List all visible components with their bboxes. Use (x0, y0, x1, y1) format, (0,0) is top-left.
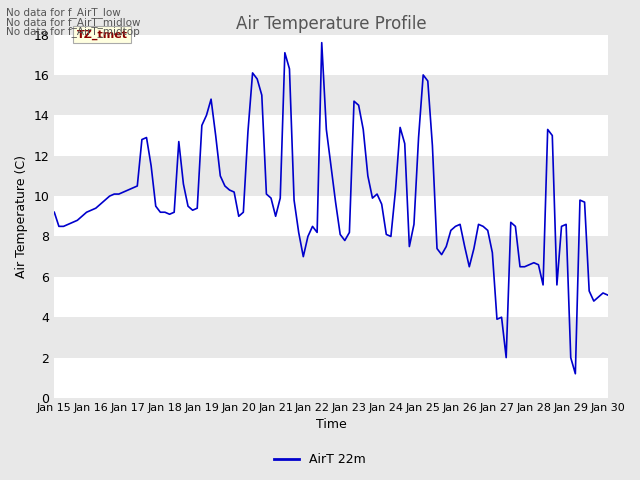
Y-axis label: Air Temperature (C): Air Temperature (C) (15, 155, 28, 278)
Bar (54, 317, 607, 358)
Bar (54, 358, 607, 398)
Bar (54, 277, 607, 317)
Bar (54, 115, 607, 156)
Bar (54, 196, 607, 237)
Legend: AirT 22m: AirT 22m (269, 448, 371, 471)
X-axis label: Time: Time (316, 419, 346, 432)
Text: No data for f_AirT_low: No data for f_AirT_low (6, 7, 121, 18)
Text: No data for f_AirT_midtop: No data for f_AirT_midtop (6, 26, 140, 37)
Bar (54, 237, 607, 277)
Bar (54, 75, 607, 115)
Title: Air Temperature Profile: Air Temperature Profile (236, 15, 426, 33)
Bar (54, 156, 607, 196)
Text: No data for f_AirT_midlow: No data for f_AirT_midlow (6, 17, 141, 28)
Text: TZ_tmet: TZ_tmet (77, 29, 127, 39)
Bar (54, 35, 607, 75)
